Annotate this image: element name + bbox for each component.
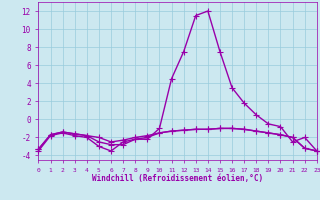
X-axis label: Windchill (Refroidissement éolien,°C): Windchill (Refroidissement éolien,°C) xyxy=(92,174,263,183)
